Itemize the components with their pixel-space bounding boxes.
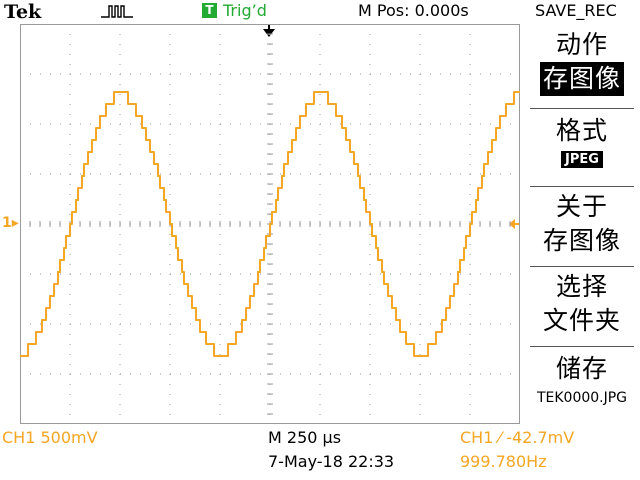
save-filename: TEK0000.JPG — [536, 390, 628, 406]
trigger-level-readout: CH1 ⁄ -42.7mV — [460, 428, 575, 447]
format-label: 格式 — [555, 116, 608, 145]
brand-logo: Tek — [4, 1, 42, 23]
menu-title: SAVE_REC — [535, 1, 617, 20]
menu-option-action[interactable]: 动作 存图像 — [524, 28, 640, 96]
menu-option-about-save-image[interactable]: 关于 存图像 — [524, 190, 640, 258]
ch1-scale: CH1 500mV — [2, 428, 98, 447]
side-menu: 动作 存图像 格式 JPEG 关于 存图像 选择 文件夹 储存 TEK0000.… — [524, 24, 640, 424]
ch1-trace — [20, 91, 520, 357]
save-label: 储存 — [555, 354, 608, 383]
menu-divider — [530, 346, 634, 347]
action-value: 存图像 — [539, 62, 624, 96]
select-folder-line1: 选择 — [555, 272, 608, 301]
trigger-status-label: Trig’d — [223, 1, 267, 20]
about-line1: 关于 — [555, 192, 608, 221]
menu-divider — [530, 266, 634, 267]
about-line2: 存图像 — [542, 226, 621, 255]
timebase: M 250 µs — [268, 428, 342, 447]
action-label: 动作 — [555, 30, 608, 59]
menu-divider — [530, 108, 634, 109]
menu-option-select-folder[interactable]: 选择 文件夹 — [524, 270, 640, 338]
format-value: JPEG — [561, 151, 603, 168]
horizontal-position: M Pos: 0.000s — [358, 1, 469, 20]
ch1-ground-marker: 1▸ — [2, 215, 19, 231]
acquire-mode-icon — [101, 5, 133, 18]
trigger-position-icon — [263, 25, 275, 37]
trigger-icon: T — [202, 3, 217, 18]
trigger-level-icon — [509, 219, 519, 229]
status-bar: Tek T Trig’d M Pos: 0.000s SAVE_REC — [0, 0, 640, 23]
frequency-readout: 999.780Hz — [460, 452, 547, 471]
trigger-status: T Trig’d — [202, 1, 267, 20]
select-folder-line2: 文件夹 — [542, 306, 621, 335]
menu-option-format[interactable]: 格式 JPEG — [524, 114, 640, 168]
ch1-marker-label: 1 — [2, 215, 12, 231]
menu-option-save[interactable]: 储存 TEK0000.JPG — [524, 352, 640, 406]
waveform-display — [20, 24, 520, 424]
date-time: 7-May-18 22:33 — [268, 452, 395, 471]
menu-divider — [530, 186, 634, 187]
